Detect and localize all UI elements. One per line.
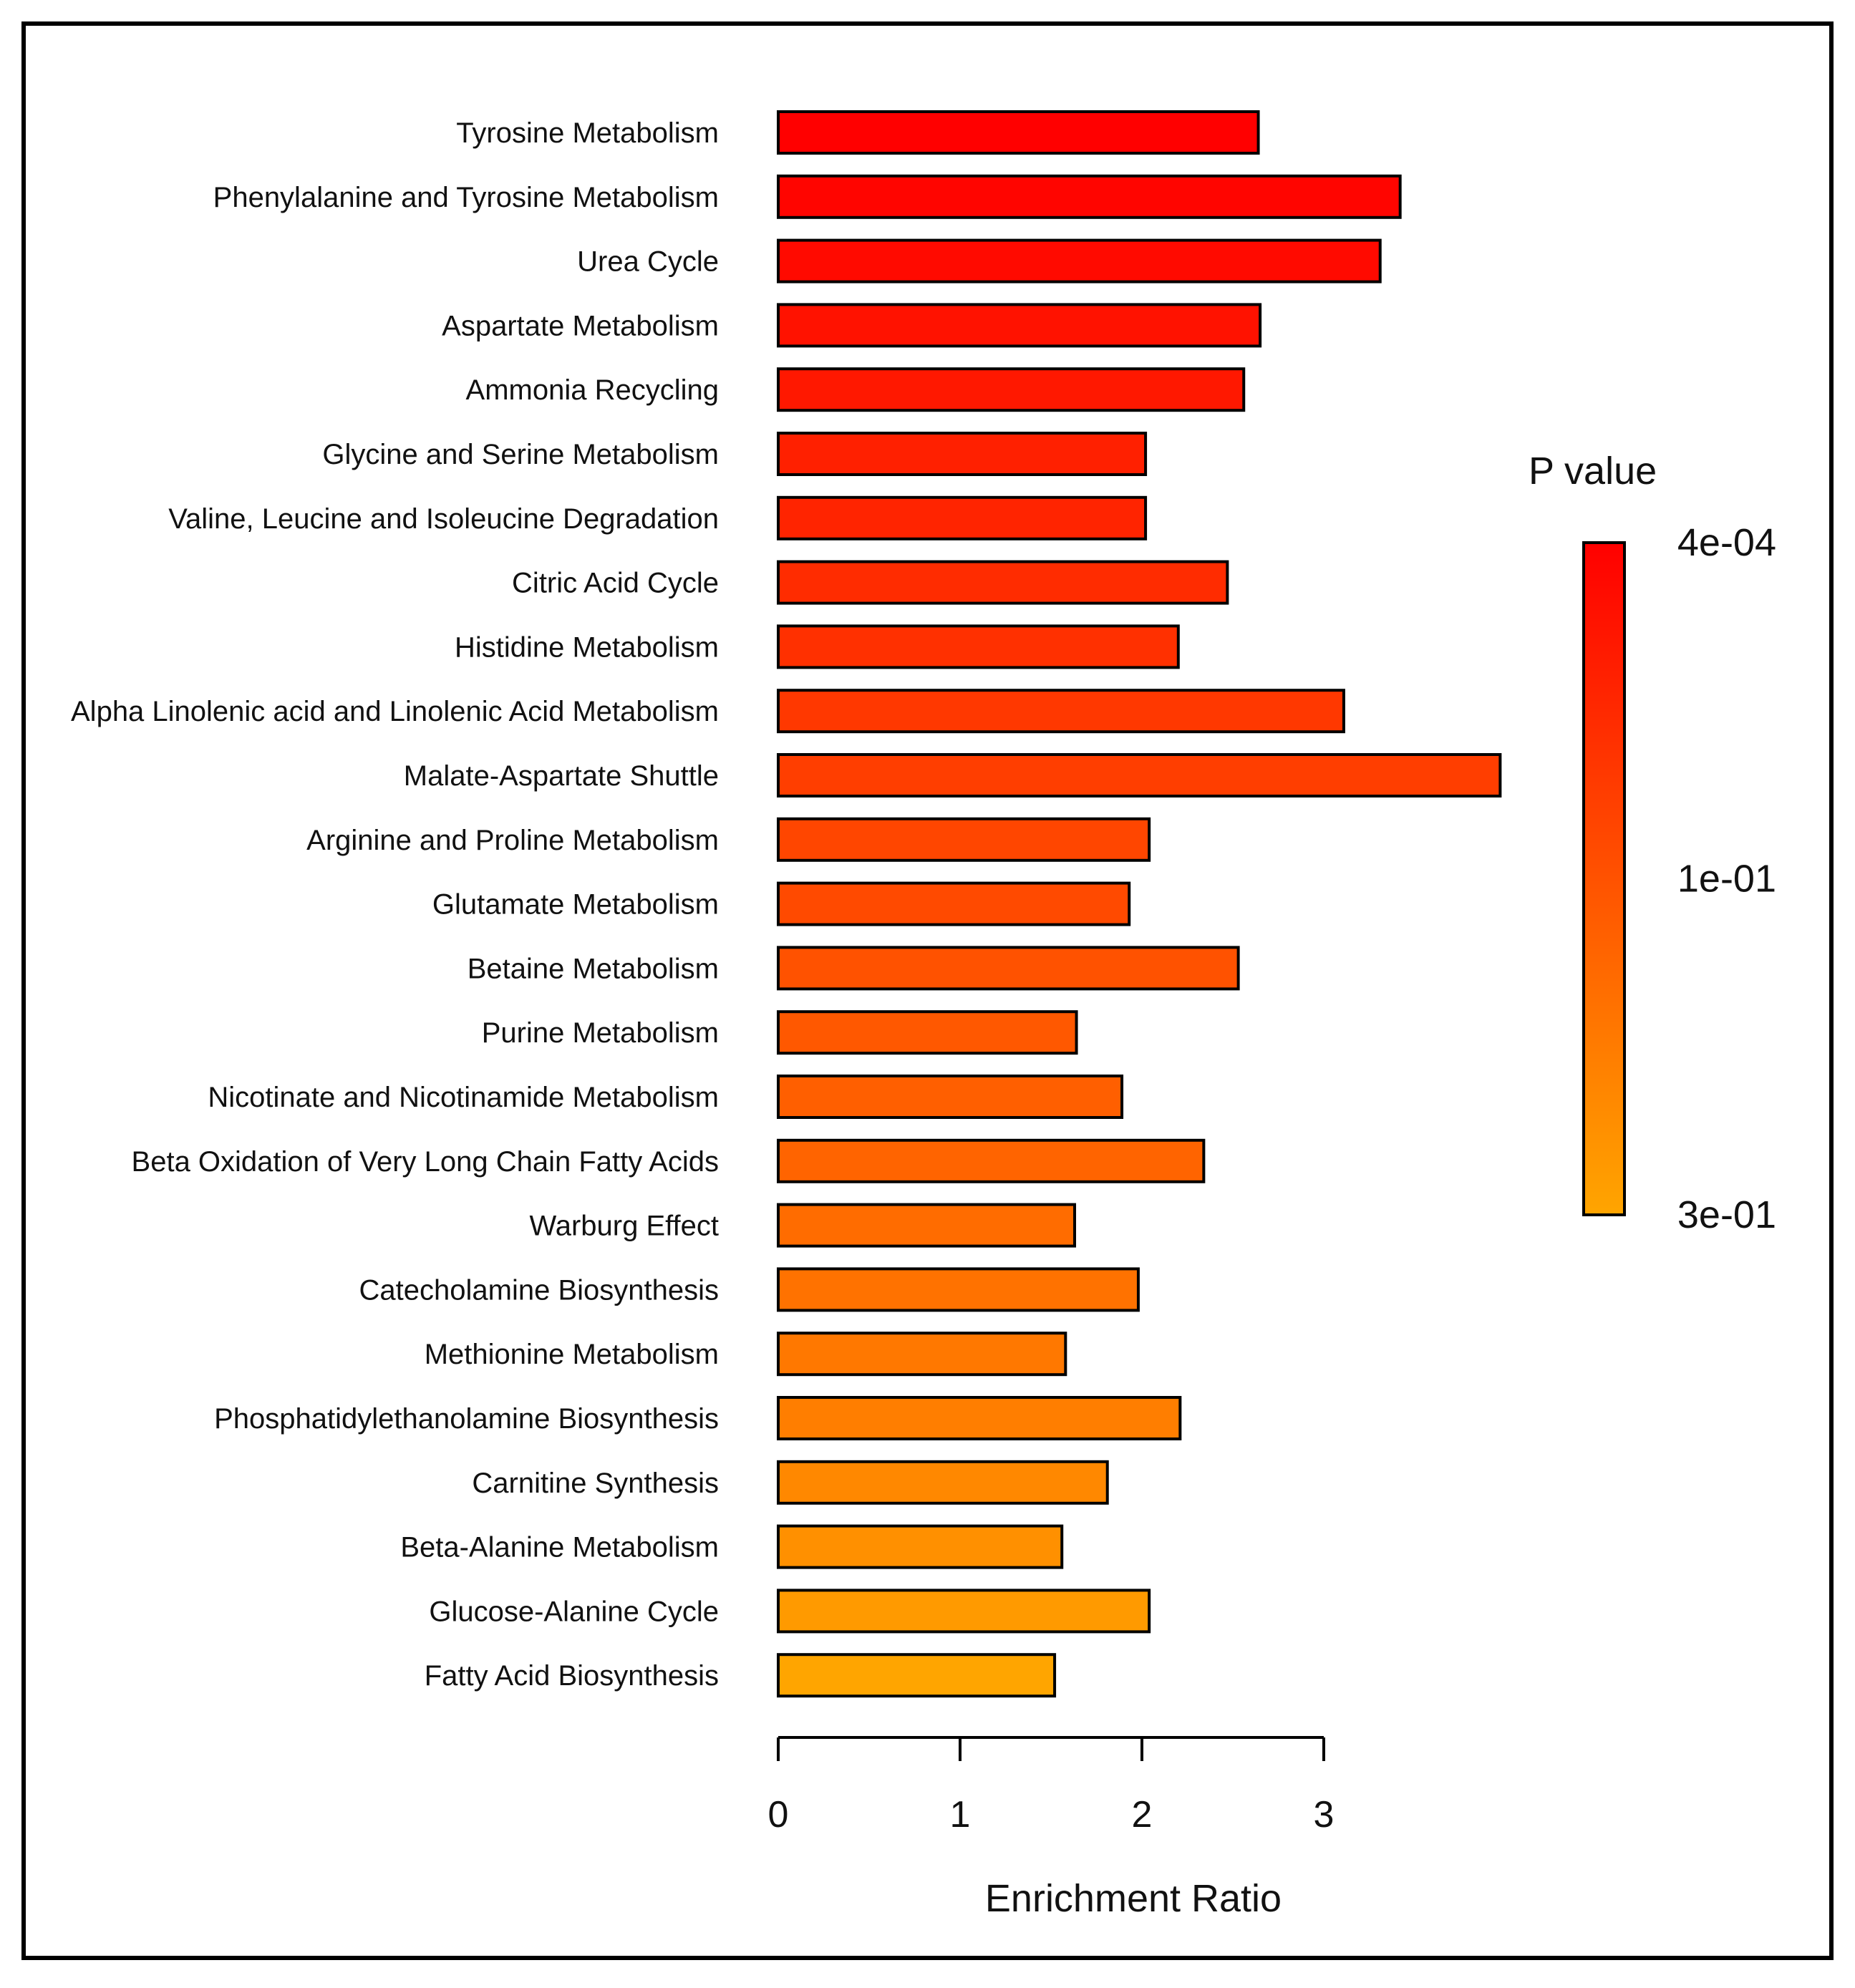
bar — [777, 1010, 1078, 1055]
bars — [777, 110, 1502, 1698]
bar — [777, 560, 1229, 605]
bar — [777, 1396, 1182, 1440]
category-label: Phosphatidylethanolamine Biosynthesis — [214, 1403, 719, 1435]
x-tick-label: 3 — [1314, 1794, 1335, 1836]
category-label: Phenylalanine and Tyrosine Metabolism — [213, 182, 719, 213]
bar — [777, 689, 1345, 734]
legend: P value 4e-04 1e-01 3e-01 — [1529, 450, 1776, 1236]
bar — [777, 1075, 1124, 1119]
category-label: Beta Oxidation of Very Long Chain Fatty … — [132, 1146, 719, 1178]
x-tick-label: 1 — [950, 1794, 971, 1836]
category-label: Tyrosine Metabolism — [456, 117, 719, 149]
bar — [777, 303, 1262, 348]
bar — [777, 1203, 1077, 1248]
bar — [777, 1460, 1109, 1505]
legend-tick-label: 1e-01 — [1677, 858, 1776, 901]
bar — [777, 1524, 1064, 1569]
enrichment-bar-chart: Tyrosine Metabolism Phenylalanine and Tyr… — [71, 110, 1776, 1920]
legend-ticks: 4e-04 1e-01 3e-01 — [1677, 521, 1776, 1236]
category-label: Alpha Linolenic acid and Linolenic Acid … — [71, 696, 719, 727]
legend-color-bar — [1582, 541, 1626, 1216]
chart-frame: Tyrosine Metabolism Phenylalanine and Tyr… — [21, 21, 1834, 1960]
legend-tick-label: 4e-04 — [1677, 521, 1776, 564]
category-label: Glutamate Metabolism — [432, 889, 719, 921]
bar — [777, 495, 1148, 540]
bar — [777, 432, 1148, 476]
legend-title: P value — [1529, 450, 1657, 493]
category-label: Catecholamine Biosynthesis — [359, 1274, 719, 1306]
category-label: Glucose-Alanine Cycle — [429, 1596, 719, 1627]
bar — [777, 624, 1180, 669]
legend-tick-label: 3e-01 — [1677, 1193, 1776, 1236]
category-label: Fatty Acid Biosynthesis — [425, 1660, 719, 1692]
x-tick-label: 0 — [768, 1794, 789, 1836]
x-axis-title: Enrichment Ratio — [985, 1877, 1282, 1920]
category-label: Citric Acid Cycle — [512, 568, 719, 599]
category-label: Purine Metabolism — [482, 1017, 719, 1049]
category-label: Malate-Aspartate Shuttle — [404, 760, 719, 792]
x-axis: 0 1 2 3 — [768, 1736, 1335, 1836]
bar — [777, 110, 1260, 155]
category-label: Betaine Metabolism — [468, 953, 719, 984]
bar — [777, 1589, 1151, 1634]
bar — [777, 817, 1151, 862]
category-label: Valine, Leucine and Isoleucine Degradati… — [168, 503, 719, 535]
category-label: Beta-Alanine Metabolism — [400, 1532, 719, 1563]
bar — [777, 367, 1246, 412]
category-label: Histidine Metabolism — [455, 631, 719, 663]
category-label: Glycine and Serine Metabolism — [322, 439, 719, 470]
bar — [777, 1332, 1067, 1377]
category-label: Nicotinate and Nicotinamide Metabolism — [208, 1082, 719, 1113]
x-tick-label: 2 — [1132, 1794, 1153, 1836]
category-label: Carnitine Synthesis — [472, 1468, 719, 1499]
bar — [777, 753, 1502, 797]
bar — [777, 946, 1240, 991]
category-label: Urea Cycle — [577, 246, 719, 278]
bar — [777, 174, 1402, 219]
bar — [777, 881, 1131, 926]
category-label: Aspartate Metabolism — [442, 310, 719, 341]
bar — [777, 238, 1382, 283]
bar — [777, 1653, 1057, 1698]
bar — [777, 1138, 1206, 1183]
category-labels: Tyrosine Metabolism Phenylalanine and Tyr… — [71, 117, 719, 1692]
category-label: Ammonia Recycling — [466, 374, 719, 406]
bar — [777, 1267, 1140, 1312]
category-label: Arginine and Proline Metabolism — [306, 825, 719, 856]
category-label: Methionine Metabolism — [425, 1339, 719, 1370]
category-label: Warburg Effect — [529, 1211, 719, 1242]
